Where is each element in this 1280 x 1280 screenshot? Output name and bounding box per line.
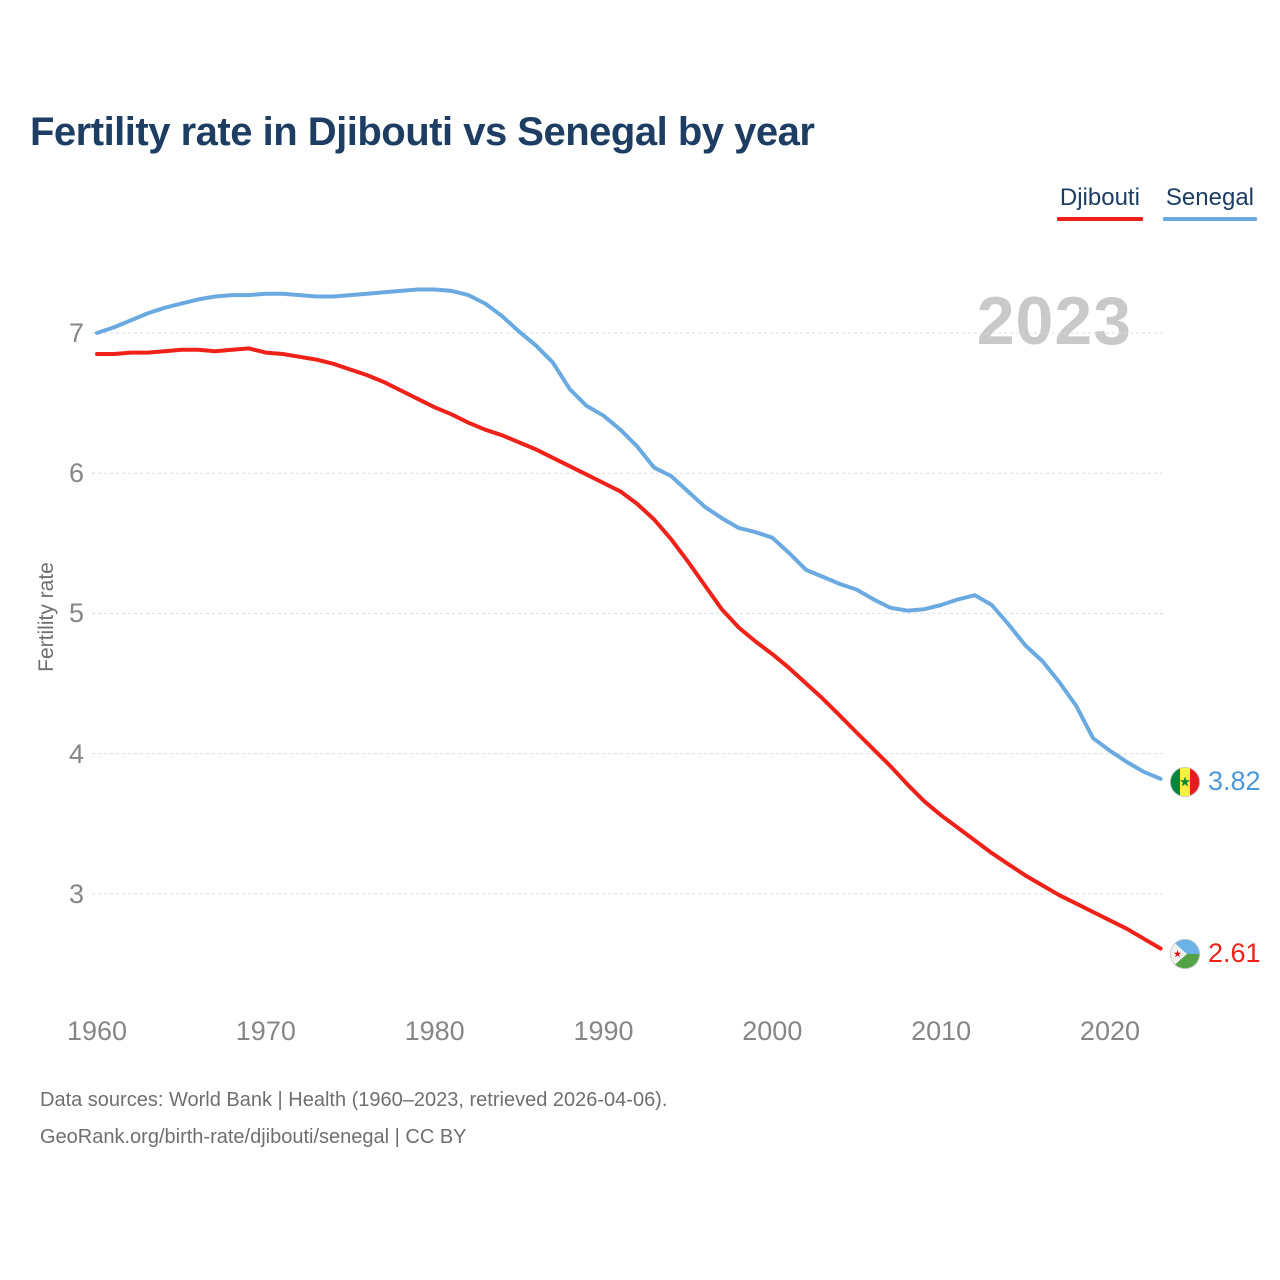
legend-label-senegal: Senegal	[1165, 184, 1254, 211]
y-tick-7: 7	[68, 318, 84, 348]
x-tick-1990: 1990	[573, 1016, 634, 1046]
x-tick-1970: 1970	[235, 1016, 296, 1046]
djibouti-flag-icon	[1170, 938, 1200, 969]
x-tick-2020: 2020	[1079, 1016, 1140, 1046]
x-tick-1980: 1980	[404, 1016, 465, 1046]
y-tick-4: 4	[68, 738, 84, 769]
end-value-djibouti: 2.61	[1208, 938, 1261, 968]
end-label-djibouti: 2.61	[1170, 938, 1261, 969]
senegal-flag-icon	[1170, 766, 1200, 797]
end-label-senegal: 3.82	[1170, 766, 1261, 797]
x-tick-2010: 2010	[911, 1016, 972, 1046]
watermark-year: 2023	[976, 283, 1132, 359]
chart-title: Fertility rate in Djibouti vs Senegal by…	[30, 110, 815, 154]
footer-sources: Data sources: World Bank | Health (1960–…	[40, 1089, 668, 1111]
y-tick-3: 3	[68, 878, 84, 909]
legend: Djibouti Senegal	[1056, 184, 1257, 221]
senegal-line	[95, 287, 1163, 781]
legend-item-senegal[interactable]: Senegal	[1162, 184, 1257, 221]
x-tick-1960: 1960	[66, 1016, 128, 1046]
djibouti-line	[95, 346, 1163, 951]
legend-item-djibouti[interactable]: Djibouti	[1056, 184, 1143, 221]
x-tick-2000: 2000	[742, 1016, 803, 1046]
footer: Data sources: World Bank | Health (1960–…	[40, 1082, 667, 1156]
y-tick-6: 6	[68, 458, 84, 489]
footer-link: GeoRank.org/birth-rate/djibouti/senegal …	[40, 1126, 467, 1148]
y-tick-5: 5	[68, 598, 84, 629]
end-value-senegal: 3.82	[1208, 766, 1261, 796]
legend-underline-senegal	[1162, 217, 1257, 221]
legend-label-djibouti: Djibouti	[1059, 184, 1140, 211]
legend-underline-djibouti	[1056, 217, 1143, 221]
